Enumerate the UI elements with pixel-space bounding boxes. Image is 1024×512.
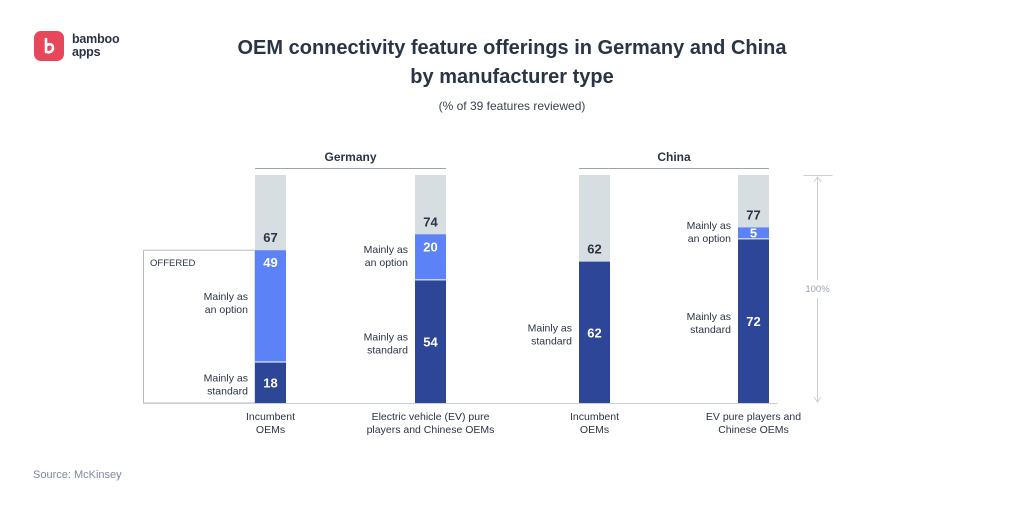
value-option-germany-2: 20 bbox=[423, 239, 437, 254]
offered-label: OFFERED bbox=[150, 258, 196, 269]
value-offered-germany-2: 74 bbox=[423, 214, 438, 229]
value-standard-china-2: 72 bbox=[746, 314, 760, 329]
category-label-china-2: EV pure players and bbox=[706, 411, 801, 423]
segment-label-standard-china-2: Mainly as bbox=[687, 311, 731, 323]
category-label-china-1: OEMs bbox=[580, 424, 609, 436]
category-label-germany-1: Incumbent bbox=[246, 411, 295, 423]
bar-option-germany-1 bbox=[255, 250, 286, 362]
segment-label-option-germany-1: an option bbox=[205, 304, 248, 316]
segment-label-standard-germany-1: Mainly as bbox=[204, 372, 248, 384]
brand-name: bamboo apps bbox=[72, 32, 120, 59]
scale-arrow-up-icon bbox=[813, 176, 822, 183]
value-option-germany-1: 49 bbox=[263, 255, 277, 270]
segment-label-standard-germany-1: standard bbox=[207, 385, 248, 397]
category-label-china-2: Chinese OEMs bbox=[718, 424, 789, 436]
category-label-germany-2: players and Chinese OEMs bbox=[367, 424, 495, 436]
bar-option-china-2 bbox=[738, 227, 769, 239]
source-note: Source: McKinsey bbox=[33, 469, 122, 481]
brand-line2: apps bbox=[72, 45, 101, 59]
segment-label-option-china-2: an option bbox=[688, 233, 731, 245]
value-option-china-2: 5 bbox=[750, 226, 757, 241]
segment-label-option-china-2: Mainly as bbox=[687, 220, 731, 232]
chart-title: OEM connectivity feature offerings in Ge… bbox=[150, 34, 874, 92]
segment-label-option-germany-2: Mainly as bbox=[364, 244, 408, 256]
segment-label-option-germany-1: Mainly as bbox=[204, 291, 248, 303]
value-offered-china-2: 77 bbox=[746, 207, 760, 222]
segment-label-option-germany-2: an option bbox=[365, 257, 408, 269]
category-label-china-1: Incumbent bbox=[570, 411, 619, 423]
brand-line1: bamboo bbox=[72, 32, 120, 46]
value-standard-germany-1: 18 bbox=[263, 375, 277, 390]
chart-title-line1: OEM connectivity feature offerings in Ge… bbox=[237, 37, 787, 59]
category-label-germany-2: Electric vehicle (EV) pure bbox=[372, 411, 490, 423]
bar-option-germany-2 bbox=[415, 234, 446, 280]
value-offered-china-1: 62 bbox=[587, 242, 601, 257]
scale-label: 100% bbox=[805, 284, 830, 295]
group-title-china: China bbox=[657, 150, 691, 164]
value-standard-china-1: 62 bbox=[587, 325, 601, 340]
value-offered-germany-1: 67 bbox=[263, 230, 277, 245]
segment-label-standard-china-1: Mainly as bbox=[528, 322, 572, 334]
category-label-germany-1: OEMs bbox=[256, 424, 285, 436]
brand-logo: bamboo apps bbox=[34, 31, 120, 61]
segment-label-standard-germany-2: Mainly as bbox=[364, 331, 408, 343]
value-standard-germany-2: 54 bbox=[423, 334, 438, 349]
bar-standard-china-2 bbox=[738, 238, 769, 403]
segment-label-standard-china-2: standard bbox=[690, 324, 731, 336]
bamboo-logo-icon bbox=[34, 31, 64, 61]
segment-label-standard-germany-2: standard bbox=[367, 344, 408, 356]
bar-standard-germany-2 bbox=[415, 279, 446, 403]
segment-label-standard-china-1: standard bbox=[531, 335, 572, 347]
bar-standard-germany-1 bbox=[255, 361, 286, 403]
bar-standard-china-1 bbox=[579, 261, 610, 403]
scale-arrow-down-icon bbox=[813, 396, 822, 403]
chart-title-line2: by manufacturer type bbox=[410, 66, 614, 88]
group-title-germany: Germany bbox=[324, 150, 376, 164]
chart-subtitle: (% of 39 features reviewed) bbox=[438, 99, 586, 113]
